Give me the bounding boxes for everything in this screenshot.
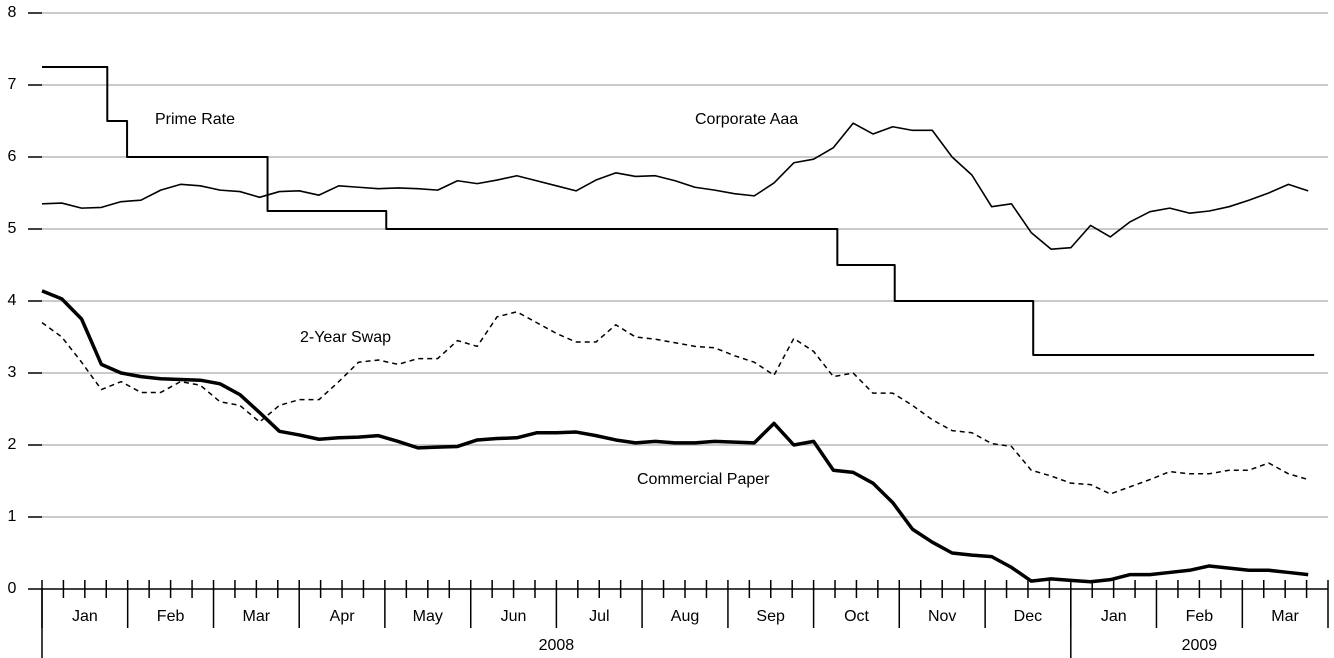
year-label: 2009 (1182, 637, 1218, 654)
y-tick-label: 4 (8, 292, 17, 309)
y-tick-label: 2 (8, 436, 17, 453)
year-label: 2008 (539, 637, 575, 654)
series-line (41, 289, 1309, 584)
y-tick-label: 0 (8, 580, 17, 597)
series-line (41, 122, 1309, 250)
month-label: Jan (1101, 608, 1127, 625)
month-label: Mar (242, 608, 270, 625)
y-tick-label: 7 (8, 76, 17, 93)
series-label: Commercial Paper (637, 471, 770, 488)
y-tick-label: 5 (8, 220, 17, 237)
series-label: Corporate Aaa (695, 111, 798, 128)
y-tick-label: 1 (8, 508, 17, 525)
month-label: Apr (330, 608, 356, 625)
month-label: Jul (589, 608, 609, 625)
y-tick-label: 8 (8, 4, 17, 21)
month-label: Aug (671, 608, 699, 625)
month-label: Nov (928, 608, 956, 625)
month-label: Jun (501, 608, 527, 625)
month-label: Jan (72, 608, 98, 625)
series-line (41, 311, 1309, 495)
month-label: Feb (157, 608, 185, 625)
month-label: Sep (756, 608, 785, 625)
series-line (42, 66, 1315, 356)
month-label: Oct (844, 608, 869, 625)
month-label: Feb (1186, 608, 1214, 625)
series-label: Prime Rate (155, 111, 235, 128)
y-tick-label: 3 (8, 364, 17, 381)
y-tick-label: 6 (8, 148, 17, 165)
series-label: 2-Year Swap (300, 329, 391, 346)
month-label: Mar (1271, 608, 1299, 625)
month-label: May (413, 608, 443, 625)
month-label: Dec (1014, 608, 1042, 625)
